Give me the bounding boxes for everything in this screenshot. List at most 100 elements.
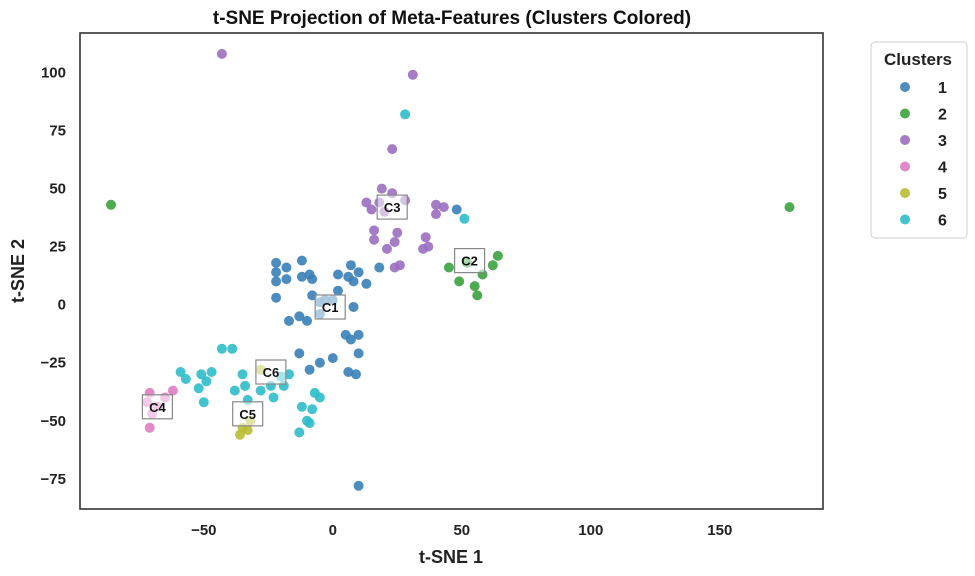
data-point	[353, 348, 364, 359]
data-point	[144, 422, 155, 433]
data-point	[271, 257, 282, 268]
y-tick-label: 25	[49, 239, 66, 256]
data-point	[382, 243, 392, 254]
data-point	[431, 199, 441, 210]
data-point	[106, 199, 116, 210]
legend-marker	[900, 214, 910, 225]
data-point	[784, 202, 795, 213]
data-point	[369, 225, 380, 236]
centroid-box	[314, 294, 346, 320]
chart-title: t-SNE Projection of Meta-Features (Clust…	[213, 8, 691, 29]
data-point	[281, 274, 292, 285]
data-point	[345, 334, 356, 345]
centroid-label: C3	[384, 200, 401, 215]
x-tick-label: 150	[707, 522, 732, 539]
data-point	[255, 385, 266, 396]
data-point	[216, 48, 227, 59]
data-point	[271, 276, 282, 287]
data-point	[392, 227, 403, 238]
data-point	[281, 262, 292, 273]
x-tick-label: −50	[191, 522, 216, 539]
legend-entry-label: 6	[938, 213, 947, 230]
legend-entry-label: 4	[938, 160, 947, 177]
y-axis-label: t-SNE 2	[8, 239, 28, 303]
centroid-label: C6	[263, 365, 280, 380]
centroid-label: C5	[239, 407, 256, 422]
data-point	[387, 144, 398, 155]
data-point	[348, 302, 359, 312]
data-point	[420, 232, 431, 243]
data-point	[348, 276, 359, 287]
data-point	[394, 260, 405, 271]
centroid-box	[454, 248, 486, 274]
data-point	[345, 260, 356, 271]
data-point	[353, 480, 364, 491]
data-point	[304, 418, 315, 429]
data-point	[376, 183, 387, 194]
data-point	[492, 250, 503, 261]
data-point	[294, 427, 305, 438]
data-point	[206, 367, 217, 377]
legend: Clusters 1 2 3 4 5 6	[870, 41, 968, 239]
data-point	[284, 315, 294, 326]
legend-marker	[900, 188, 910, 198]
x-ticks: −50 0 50 100 150	[191, 522, 732, 539]
data-point	[302, 315, 312, 326]
x-axis-label: t-SNE 1	[419, 547, 483, 567]
data-point	[423, 241, 434, 252]
data-point	[407, 69, 418, 80]
data-point	[333, 269, 343, 280]
data-point	[271, 292, 282, 303]
centroid-box	[376, 194, 408, 220]
y-tick-label: 100	[41, 65, 66, 82]
data-point	[296, 401, 307, 412]
data-point	[472, 290, 483, 301]
data-point	[361, 278, 372, 289]
plot-frame	[79, 32, 824, 510]
data-point	[454, 276, 465, 287]
centroid-label: C1	[322, 300, 339, 315]
data-point	[294, 348, 305, 359]
data-point	[180, 374, 191, 384]
data-point	[431, 209, 441, 220]
data-point	[229, 385, 240, 396]
data-point	[353, 267, 364, 278]
data-point	[296, 255, 307, 266]
legend-entry-label: 5	[938, 186, 947, 203]
y-tick-label: −25	[41, 355, 66, 372]
legend-marker	[900, 161, 910, 172]
legend-entry-label: 1	[938, 80, 947, 97]
legend-marker	[900, 82, 910, 92]
data-point	[304, 364, 315, 375]
data-point	[271, 267, 282, 278]
legend-items: 1 2 3 4 5 6	[900, 80, 947, 230]
data-point	[459, 213, 470, 224]
x-tick-label: 0	[329, 522, 337, 539]
data-point	[307, 274, 318, 285]
data-point	[366, 204, 377, 215]
data-point	[451, 204, 462, 215]
centroid-box	[255, 359, 287, 385]
data-point	[369, 234, 380, 245]
data-point	[196, 369, 207, 380]
data-point	[175, 367, 186, 377]
data-point	[443, 262, 454, 273]
legend-marker	[900, 135, 910, 145]
data-point	[242, 425, 253, 436]
x-tick-label: 50	[453, 522, 470, 539]
data-point	[167, 385, 178, 396]
data-point	[469, 281, 480, 292]
data-point	[353, 329, 364, 340]
centroid-label: C2	[461, 254, 478, 269]
x-tick-label: 100	[578, 522, 603, 539]
data-point	[227, 343, 238, 354]
data-point	[284, 369, 294, 380]
data-point	[201, 376, 212, 387]
data-point	[268, 392, 279, 403]
legend-marker	[900, 108, 910, 119]
data-point	[307, 404, 318, 415]
centroids-layer: C1 C2 C3 C4 C5 C6	[141, 194, 486, 427]
data-point	[235, 429, 245, 440]
legend-box	[870, 41, 968, 239]
